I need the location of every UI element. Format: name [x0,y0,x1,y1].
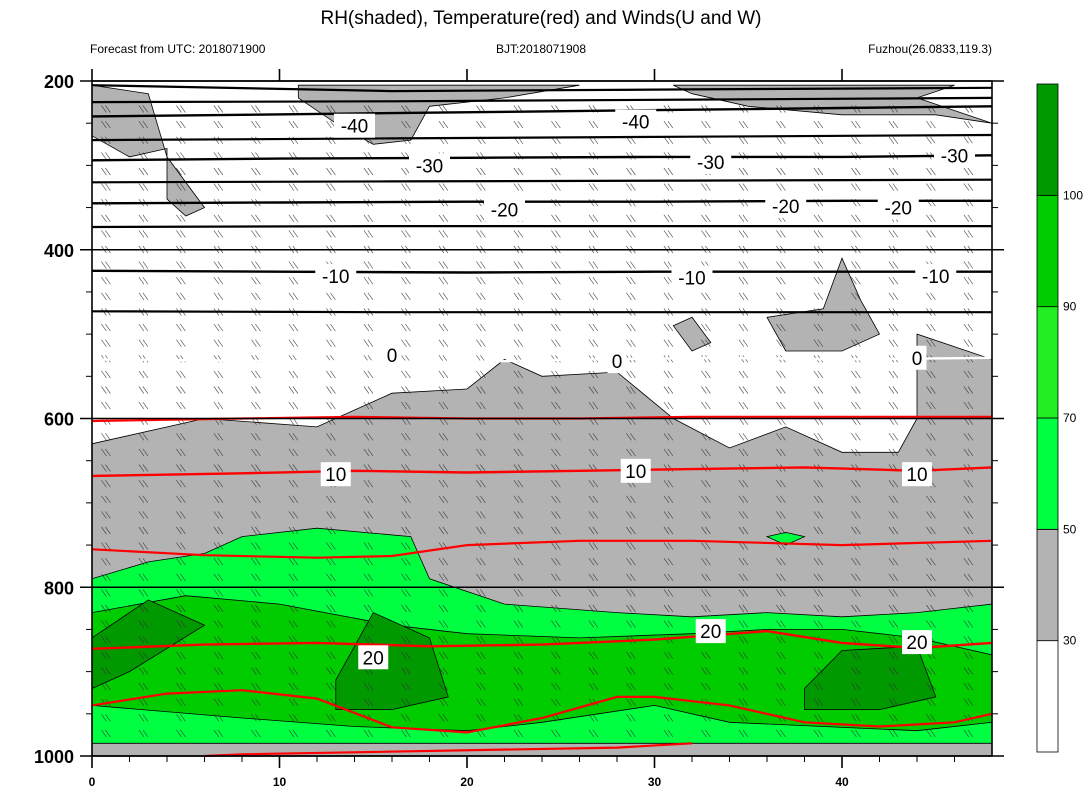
x-tick-label-40: 40 [835,775,849,789]
contour-label-box-5 [484,197,525,222]
colorbar: 30 50 70 90 100 [1036,83,1083,753]
contour-label-box-16 [902,462,932,487]
contour-label-18: 20 [700,622,721,643]
temperature-line-8 [91,689,993,734]
contour-label-10: -10 [922,267,949,288]
y-tick-label-200: 200 [44,72,74,92]
colorbar-label-50: 50 [1063,522,1077,536]
rh-region-50-4 [766,257,881,352]
contour-label-box-11 [382,343,402,368]
chart-subtitle-left: Forecast from UTC: 2018071900 [90,42,266,56]
temperature-contour-20 [91,629,993,650]
x-tick-label-20: 20 [460,775,474,789]
colorbar-box-2 [1036,417,1059,530]
temperature-contour--30 [91,154,993,162]
temperature-contour-0 [91,356,993,364]
contour-labels: -40 -40 -30 -30 -30 -20 -20 -20 -10 -10 -10 0 0 0 10 10… [315,109,975,670]
contour-label-box-0 [334,113,375,138]
colorbar-box-1 [1036,528,1059,642]
colorbar-label-100: 100 [1063,188,1083,202]
contour-label-box-3 [690,150,732,174]
contour-label-17: 20 [363,648,384,669]
rh-region-50-3 [673,84,993,124]
contour-label-13: 0 [912,349,923,370]
contour-label-box-8 [315,263,357,288]
contour-label-4: -30 [941,146,968,167]
contour-label-box-18 [695,619,726,644]
contour-label-box-4 [934,143,975,168]
contour-label-11: 0 [387,346,398,367]
y-tick-label-600: 600 [44,410,74,430]
contour-label-3: -30 [697,153,724,174]
y-tick-label-800: 800 [44,578,74,598]
rh-shading [91,84,993,757]
contour-label-box-13 [907,345,927,370]
contour-label-14: 10 [325,465,346,486]
colorbar-box-4 [1036,194,1059,308]
contour-label-6: -20 [772,197,799,218]
contour-label-box-1 [615,109,657,134]
contour-label-12: 0 [612,352,623,373]
x-tick-label-10: 10 [273,775,287,789]
x-tick-label-0: 0 [89,775,96,789]
x-tick-label-30: 30 [648,775,662,789]
temperature-contour-10 [91,466,993,478]
temperature-contour--40 [91,105,993,118]
temperature-contours [91,84,993,758]
contour-label-16: 10 [906,465,927,486]
temperature-contour--20 [91,199,992,205]
contour-label-7: -20 [885,199,912,220]
colorbar-label-90: 90 [1063,300,1077,314]
temperature-line-4 [91,225,992,229]
colorbar-label-70: 70 [1063,411,1077,425]
contour-label-box-17 [358,645,389,670]
rh-region-70-7 [765,531,806,546]
colorbar-box-3 [1036,306,1059,419]
rh-region-50-1 [91,84,206,217]
temperature-line-7 [91,539,993,559]
temperature-line-5 [91,310,992,314]
y-tick-label-1000: 1000 [34,747,74,767]
colorbar-label-30: 30 [1063,634,1077,648]
plot-area: -40 -40 -30 -30 -30 -20 -20 -20 -10 -10 -10 0 0 0 10 10… [91,80,993,758]
chart-subtitle-center: BJT:2018071908 [496,42,586,56]
colorbar-box-0 [1036,640,1059,753]
contour-label-box-9 [671,265,713,290]
temperature-line-0 [91,84,993,93]
chart-title: RH(shaded), Temperature(red) and Winds(U… [320,8,761,29]
contour-label-box-19 [902,630,932,655]
rh-region-50-5 [672,316,712,352]
contour-label-8: -10 [322,267,349,288]
contour-label-1: -40 [622,113,649,134]
y-tick-label-400: 400 [44,241,74,261]
temperature-contour--10 [91,269,992,274]
contour-label-9: -10 [678,269,705,290]
contour-label-box-2 [409,153,450,178]
contour-label-box-10 [915,263,957,288]
temperature-line-3 [91,178,993,184]
contour-label-box-15 [620,458,651,483]
contour-label-15: 10 [625,462,646,483]
contour-label-box-6 [765,193,807,218]
contour-label-2: -30 [416,156,443,177]
temperature-line-2 [91,133,993,142]
colorbar-box-5 [1036,83,1059,196]
contour-label-box-14 [320,462,351,487]
chart-subtitle-right: Fuzhou(26.0833,119.3) [868,42,992,56]
temperature-line-1 [91,96,993,104]
contour-label-box-7 [877,195,919,220]
contour-label-19: 20 [906,633,927,654]
contour-label-5: -20 [491,200,518,221]
contour-label-0: -40 [341,117,368,138]
contour-label-box-12 [607,349,627,374]
rh-region-100-11 [804,645,937,710]
temperature-line-9 [204,742,693,758]
